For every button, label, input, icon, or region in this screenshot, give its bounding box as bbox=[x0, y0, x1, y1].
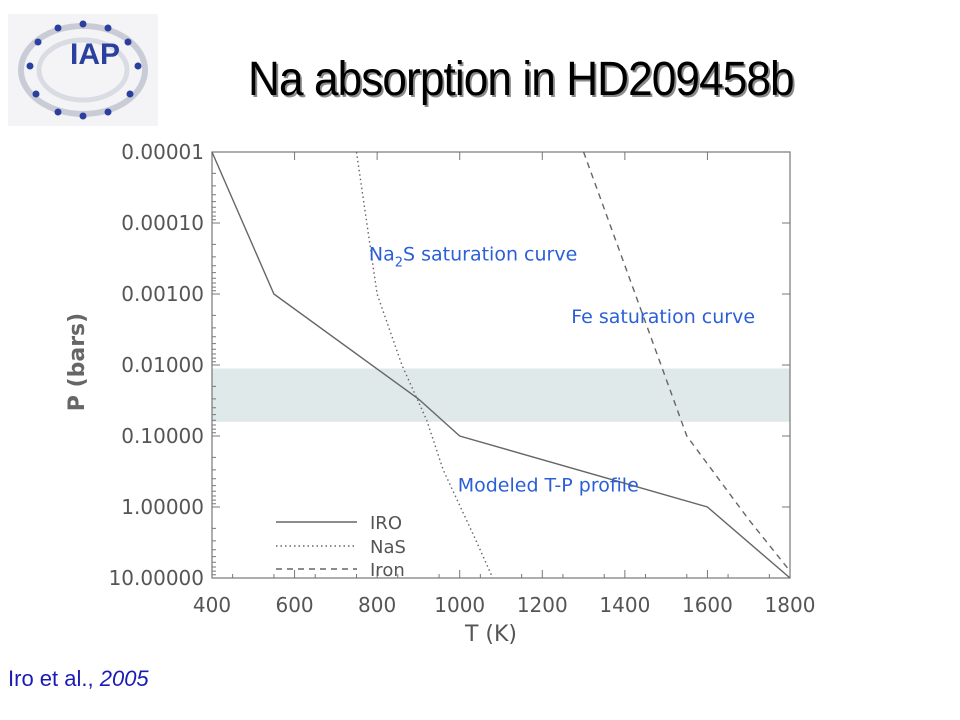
x-axis-title: T (K) bbox=[464, 622, 517, 647]
logo-text: IAP bbox=[70, 38, 120, 71]
y-tick-label: 0.01000 bbox=[121, 353, 204, 377]
y-tick-label: 1.00000 bbox=[121, 495, 204, 519]
x-tick-label: 1400 bbox=[599, 593, 650, 617]
annotation-tp-profile: Modeled T-P profile bbox=[458, 475, 639, 497]
plot-frame bbox=[211, 151, 791, 579]
iap-logo: IAP bbox=[8, 14, 158, 126]
x-tick-label: 600 bbox=[275, 593, 313, 617]
annotation-fe: Fe saturation curve bbox=[571, 306, 755, 328]
absorption-band bbox=[212, 368, 790, 422]
y-tick-label: 0.10000 bbox=[121, 424, 204, 448]
series-line-iro bbox=[211, 151, 791, 579]
page-title: Na absorption in HD209458b bbox=[248, 53, 795, 106]
citation-year: 2005 bbox=[99, 666, 149, 691]
x-tick-label: 1200 bbox=[517, 593, 568, 617]
citation: Iro et al., 2005 bbox=[8, 666, 149, 692]
y-tick-label: 0.00001 bbox=[121, 140, 204, 164]
x-tick-label: 1800 bbox=[765, 593, 816, 617]
legend-label-iron: Iron bbox=[370, 560, 405, 581]
legend-label-iro: IRO bbox=[370, 513, 402, 534]
x-tick-label: 800 bbox=[358, 593, 396, 617]
series-line-iron bbox=[582, 151, 791, 572]
annotation-na2s: Na2S saturation curve bbox=[369, 244, 577, 271]
citation-authors: Iro et al., bbox=[8, 666, 94, 691]
x-tick-label: 400 bbox=[193, 593, 231, 617]
y-tick-label: 0.00100 bbox=[121, 282, 204, 306]
y-tick-label: 0.00010 bbox=[121, 211, 204, 235]
series-line-nas bbox=[355, 151, 494, 579]
x-tick-label: 1600 bbox=[682, 593, 733, 617]
y-axis-title: P (bars) bbox=[65, 313, 90, 411]
legend-label-nas: NaS bbox=[370, 537, 406, 558]
x-tick-label: 1000 bbox=[434, 593, 485, 617]
y-tick-label: 10.00000 bbox=[109, 566, 204, 590]
